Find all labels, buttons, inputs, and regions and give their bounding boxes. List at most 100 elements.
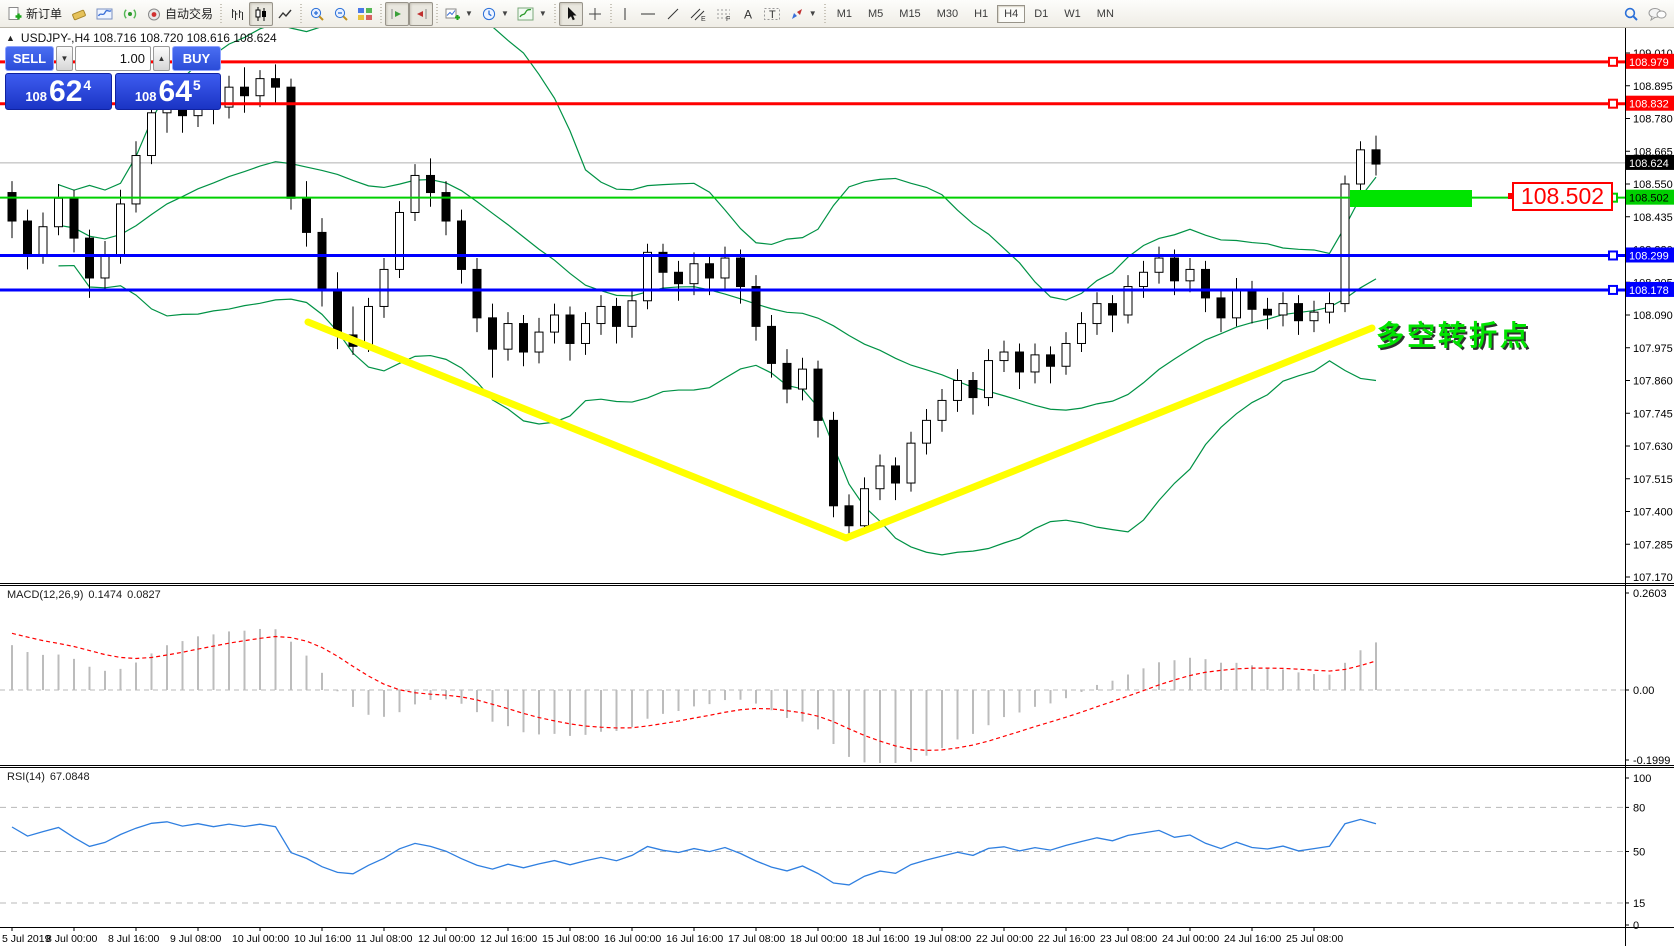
rsi-axis[interactable]: 100 80 50 15 0 (1625, 773, 1651, 932)
tile-windows-icon (357, 6, 373, 22)
svg-text:15 Jul 08:00: 15 Jul 08:00 (542, 933, 599, 945)
svg-text:10 Jul 00:00: 10 Jul 00:00 (232, 933, 289, 945)
toolbar-separator (609, 3, 612, 24)
svg-text:5 Jul 2019: 5 Jul 2019 (2, 933, 51, 945)
chat-icon (1647, 6, 1667, 22)
svg-text:22 Jul 16:00: 22 Jul 16:00 (1038, 933, 1095, 945)
tf-h4-button[interactable]: H4 (997, 4, 1026, 23)
svg-text:17 Jul 08:00: 17 Jul 08:00 (728, 933, 785, 945)
tf-m30-button[interactable]: M30 (936, 7, 959, 20)
svg-text:108.090: 108.090 (1633, 310, 1673, 322)
chart-candles-button[interactable] (249, 1, 274, 26)
svg-text:23 Jul 08:00: 23 Jul 08:00 (1100, 933, 1157, 945)
svg-text:108.832: 108.832 (1629, 99, 1669, 111)
crosshair-button[interactable] (583, 2, 607, 26)
svg-text:107.285: 107.285 (1633, 539, 1673, 551)
sell-price-button[interactable]: 108 62 4 (5, 73, 112, 110)
eraser-icon (70, 6, 88, 22)
svg-text:19 Jul 08:00: 19 Jul 08:00 (914, 933, 971, 945)
one-click-trade-panel: SELL ▼ ▲ BUY 108 62 4 108 64 5 (5, 46, 221, 110)
line-chart-icon (277, 6, 293, 22)
arrows-dropdown[interactable]: ▼ (785, 2, 821, 26)
eraser-button[interactable] (66, 2, 92, 26)
svg-text:11 Jul 08:00: 11 Jul 08:00 (356, 933, 413, 945)
svg-text:107.400: 107.400 (1633, 507, 1673, 519)
sell-button[interactable]: SELL (5, 46, 54, 71)
timeframe-group: M1 M5 M15 M30 H1 H4 D1 W1 MN (829, 4, 1122, 23)
toolbar-separator (380, 3, 383, 24)
new-order-icon (7, 6, 23, 22)
toolbar-separator (220, 3, 223, 24)
autotrading-button[interactable]: 自动交易 (142, 2, 217, 26)
svg-text:A: A (744, 7, 752, 21)
tf-d1-button[interactable]: D1 (1034, 7, 1049, 20)
chart-title-text: USDJPY-,H4 108.716 108.720 108.616 108.6… (20, 31, 277, 45)
periods-dropdown[interactable]: ▼ (477, 2, 513, 26)
new-order-button[interactable]: 新订单 (3, 2, 66, 26)
zoom-out-button[interactable] (329, 2, 353, 26)
svg-text:16 Jul 16:00: 16 Jul 16:00 (666, 933, 723, 945)
svg-text:16 Jul 00:00: 16 Jul 00:00 (604, 933, 661, 945)
tf-m15-button[interactable]: M15 (899, 7, 921, 20)
text-label-icon: T (763, 6, 781, 22)
svg-text:107.630: 107.630 (1633, 441, 1673, 453)
chart-bars-button[interactable] (225, 2, 249, 26)
one-click-panel-toggle[interactable]: ▲ (6, 33, 15, 43)
clock-icon (481, 6, 497, 22)
chart-cloud-icon (96, 6, 114, 22)
svg-text:108.550: 108.550 (1633, 179, 1673, 191)
zoom-in-icon (309, 6, 325, 22)
volume-down-button[interactable]: ▼ (56, 46, 73, 71)
tile-windows-button[interactable] (353, 2, 377, 26)
rsi-panel (0, 806, 1625, 904)
tf-w1-button[interactable]: W1 (1064, 7, 1081, 20)
text-label-button[interactable]: T (759, 2, 785, 26)
macd-signal-value: 0.0827 (127, 589, 161, 601)
fibonacci-button[interactable]: F (711, 2, 737, 26)
svg-text:107.745: 107.745 (1633, 408, 1673, 420)
svg-text:24 Jul 16:00: 24 Jul 16:00 (1224, 933, 1281, 945)
indicators-dropdown[interactable]: ▼ (513, 2, 551, 26)
vertical-line-button[interactable] (615, 2, 635, 26)
volume-up-button[interactable]: ▲ (153, 46, 170, 71)
tf-m5-button[interactable]: M5 (868, 7, 884, 20)
svg-text:50: 50 (1633, 847, 1645, 859)
buy-price-button[interactable]: 108 64 5 (114, 73, 221, 110)
chat-button[interactable] (1643, 2, 1671, 26)
new-chart-icon (445, 6, 461, 22)
chart-line-button[interactable] (273, 2, 297, 26)
svg-text:12 Jul 00:00: 12 Jul 00:00 (418, 933, 475, 945)
yellow-trendlines[interactable] (304, 318, 1376, 542)
tf-m1-button[interactable]: M1 (836, 7, 852, 20)
horizontal-line-button[interactable] (635, 2, 661, 26)
charts-profile-button[interactable] (92, 2, 118, 26)
price-axis[interactable]: 109.010108.895108.780108.665108.550108.4… (1625, 48, 1674, 584)
trendline-button[interactable] (661, 2, 685, 26)
pivot-highlight-rect[interactable] (1350, 190, 1472, 207)
buy-button[interactable]: BUY (172, 46, 221, 71)
equidistant-channel-button[interactable]: E (685, 2, 711, 26)
text-button[interactable]: A (737, 2, 759, 26)
chevron-down-icon: ▼ (808, 9, 817, 18)
search-button[interactable] (1619, 2, 1643, 26)
cursor-button[interactable] (558, 1, 583, 26)
signals-button[interactable] (118, 2, 142, 26)
rsi-value: 67.0848 (49, 771, 90, 783)
cursor-icon (563, 6, 579, 22)
svg-text:10 Jul 16:00: 10 Jul 16:00 (294, 933, 351, 945)
shift-chart-button[interactable] (385, 1, 410, 26)
channel-icon: E (689, 6, 707, 22)
zoom-in-button[interactable] (305, 2, 329, 26)
tf-h1-button[interactable]: H1 (974, 7, 989, 20)
macd-axis[interactable]: 0.2603 0.00 -0.1999 (1625, 588, 1670, 767)
new-chart-dropdown[interactable]: ▼ (441, 2, 477, 26)
signal-icon (122, 6, 138, 22)
svg-text:22 Jul 00:00: 22 Jul 00:00 (976, 933, 1033, 945)
svg-text:107.860: 107.860 (1633, 376, 1673, 388)
svg-text:108.624: 108.624 (1629, 158, 1669, 170)
volume-input[interactable] (75, 46, 151, 71)
autoscroll-button[interactable] (409, 1, 434, 26)
tf-mn-button[interactable]: MN (1096, 7, 1114, 20)
